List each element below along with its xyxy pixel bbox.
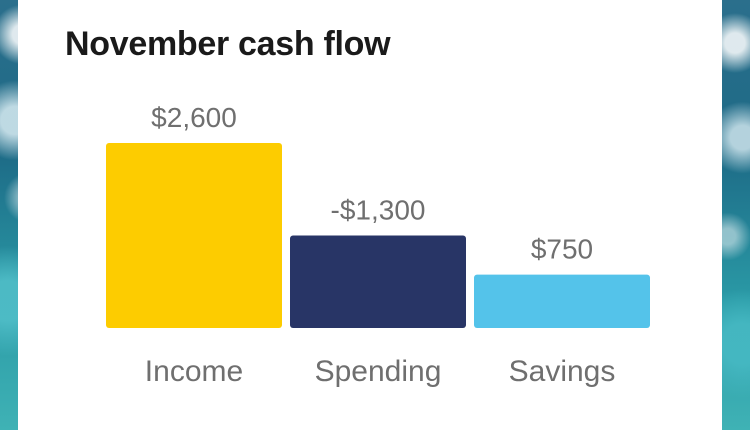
category-label-spending: Spending [315,355,442,388]
category-label-income: Income [145,355,243,388]
value-label-income: $2,600 [151,102,237,133]
cash-flow-card: November cash flow $2,600 -$1,300 $750 Inc… [18,0,722,430]
category-label-savings: Savings [509,355,616,388]
value-labels-group: $2,600 -$1,300 $750 [151,102,593,265]
bars-group [106,143,650,328]
bar-savings [474,274,650,328]
value-label-savings: $750 [531,234,593,265]
value-label-spending: -$1,300 [331,195,426,226]
bar-spending [290,235,466,328]
cash-flow-bar-chart: $2,600 -$1,300 $750 Income Spending Savings [106,102,650,388]
category-labels-group: Income Spending Savings [145,355,616,388]
chart-title: November cash flow [65,25,391,63]
bar-income [106,143,282,328]
